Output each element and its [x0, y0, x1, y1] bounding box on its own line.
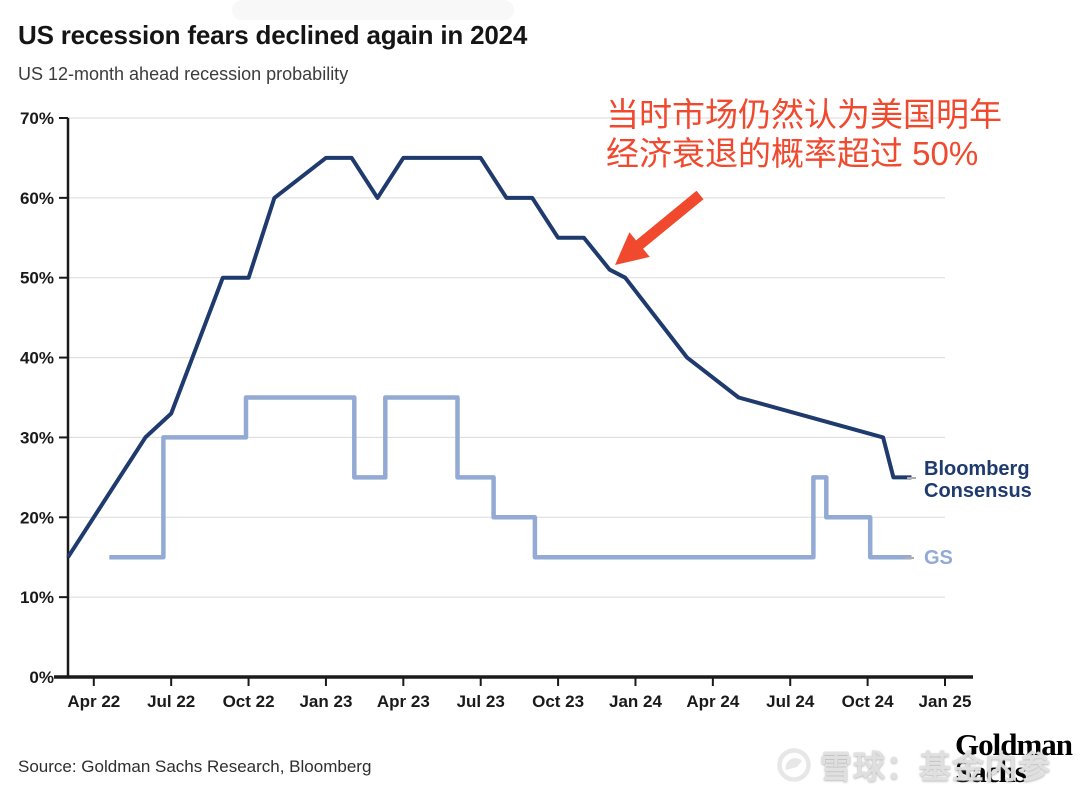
x-tick-label: Jul 24	[766, 692, 815, 711]
y-tick-label: 0%	[29, 668, 54, 687]
x-tick-label: Jan 25	[919, 692, 972, 711]
goldman-sachs-logo-line1: Goldman	[955, 727, 1073, 762]
y-tick-label: 10%	[20, 588, 54, 607]
chart-plot: 0% 10% 20% 30% 40% 50% 60% 70% Apr 22 Jul 22 Oct 2…	[20, 109, 973, 711]
arrow-shape	[615, 190, 704, 265]
x-tick-label: Jul 23	[457, 692, 505, 711]
y-tick-label: 50%	[20, 269, 54, 288]
legend-gs: GS	[924, 547, 953, 569]
legend-leader-dash	[907, 477, 916, 479]
x-tick-label: Apr 24	[686, 692, 739, 711]
legend-bloomberg-line1: Bloomberg	[924, 458, 1030, 480]
legend-bloomberg-line2: Consensus	[924, 480, 1032, 502]
chart-subtitle: US 12-month ahead recession probability	[18, 64, 349, 84]
goldman-sachs-logo: Goldman Sachs	[955, 727, 1073, 789]
y-tick-label: 60%	[20, 189, 54, 208]
y-tick-label: 30%	[20, 428, 54, 447]
annotation-arrow-icon	[615, 190, 704, 265]
source-note: Source: Goldman Sachs Research, Bloomber…	[18, 757, 372, 776]
watermark-text: 雪球：基金内参	[820, 749, 1052, 785]
xueqiu-logo-icon	[777, 748, 811, 782]
x-tick-label: Oct 22	[223, 692, 275, 711]
y-tick-label: 70%	[20, 109, 54, 128]
goldman-sachs-logo-line2: Sachs	[955, 754, 1027, 789]
artifact-overlay	[232, 0, 514, 20]
x-tick-label: Jan 24	[609, 692, 662, 711]
x-tick-label: Apr 22	[67, 692, 120, 711]
x-tick-label: Apr 23	[377, 692, 430, 711]
series-line-gs	[109, 395, 912, 560]
x-tick-label: Oct 24	[842, 692, 895, 711]
x-tick-label: Jan 23	[299, 692, 352, 711]
y-tick-label: 40%	[20, 349, 54, 368]
series-line-bloomberg-consensus	[66, 155, 912, 559]
legend-bloomberg-consensus: Bloomberg Consensus	[924, 458, 1032, 502]
annotation-line-1: 当时市场仍然认为美国明年	[606, 96, 1002, 133]
page-title: US recession fears declined again in 202…	[18, 20, 528, 50]
y-tick-label: 20%	[20, 508, 54, 527]
xueqiu-watermark: 雪球：基金内参	[776, 742, 1051, 788]
annotation-text: 当时市场仍然认为美国明年 经济衰退的概率超过 50%	[606, 95, 1002, 173]
x-tick-label: Oct 23	[532, 692, 584, 711]
legend-leader-dash	[905, 557, 914, 559]
annotation-line-2: 经济衰退的概率超过 50%	[606, 135, 979, 172]
x-tick-label: Jul 22	[147, 692, 195, 711]
